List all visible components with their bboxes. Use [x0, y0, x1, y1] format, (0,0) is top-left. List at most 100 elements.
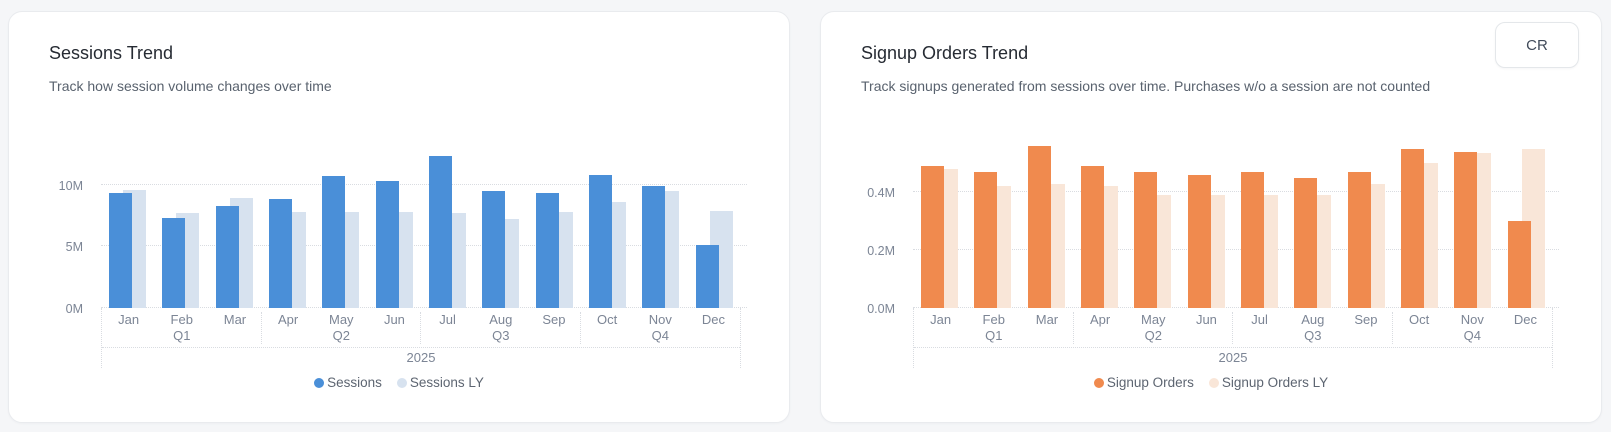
legend-item-sessions-ly[interactable]: Sessions LY [396, 375, 484, 391]
legend-item-signup-orders-ly[interactable]: Signup Orders LY [1208, 375, 1328, 390]
gridline [913, 306, 1559, 308]
bar-group-oct[interactable] [589, 142, 627, 308]
card-subtitle: Track how session volume changes over ti… [49, 77, 332, 94]
month-label: Feb [170, 311, 193, 327]
bar-sessions[interactable] [482, 190, 506, 308]
bar-sessions[interactable] [429, 156, 453, 308]
month-label: Nov [648, 311, 672, 327]
legend-item-sessions[interactable]: Sessions [314, 375, 382, 390]
bar-group-jun[interactable] [1187, 142, 1225, 308]
bar-signup-orders[interactable] [1507, 221, 1531, 308]
chart-legend: Signup Orders Signup Orders LY [861, 374, 1561, 392]
sessions-trend-card: Sessions Trend Track how session volume … [8, 11, 790, 423]
bar-group-nov[interactable] [1454, 142, 1492, 308]
quarter-label: Q3 [1304, 327, 1322, 343]
bar-signup-orders[interactable] [1294, 177, 1318, 308]
bar-group-dec[interactable] [695, 142, 733, 308]
bar-signup-orders[interactable] [1401, 148, 1425, 308]
bar-cell-sep [1340, 142, 1393, 308]
bar-sessions[interactable] [642, 185, 666, 308]
gridline [101, 245, 747, 247]
bar-signup-orders[interactable] [974, 172, 998, 308]
quarter-label [368, 328, 421, 344]
month-label: Sep [1354, 311, 1378, 327]
bar-cell-may [1126, 142, 1179, 308]
y-axis-labels: 0M 5M 10M [49, 142, 101, 316]
bar-signup-orders[interactable] [1454, 151, 1478, 308]
bar-group-apr[interactable] [269, 142, 307, 308]
bar-group-sep[interactable] [535, 142, 573, 308]
gridline [913, 248, 1559, 250]
legend-dot-icon [1208, 377, 1219, 388]
month-axis-cell-jan: Jan [914, 312, 967, 344]
bar-group-nov[interactable] [642, 142, 680, 308]
bar-signup-orders[interactable] [921, 166, 945, 308]
bar-cell-mar [208, 142, 261, 308]
bar-group-mar[interactable] [1027, 142, 1065, 308]
quarter-label [1233, 328, 1286, 344]
month-label: Apr [1089, 311, 1111, 327]
bar-sessions[interactable] [109, 193, 133, 308]
bar-group-jan[interactable] [921, 142, 959, 308]
card-subtitle: Track signups generated from sessions ov… [861, 77, 1431, 94]
bar-group-mar[interactable] [215, 142, 253, 308]
bar-group-feb[interactable] [974, 142, 1012, 308]
month-label: Apr [277, 311, 299, 327]
month-axis-cell-feb: Feb Q1 [967, 312, 1020, 344]
bar-cell-apr [1073, 142, 1126, 308]
month-axis-cell-dec: Dec [687, 312, 740, 344]
bar-cell-oct [1393, 142, 1446, 308]
quarter-label [262, 328, 315, 344]
bar-signup-orders[interactable] [1134, 172, 1158, 308]
quarter-label [581, 328, 634, 344]
quarter-label: Q4 [1463, 327, 1481, 343]
bar-sessions[interactable] [589, 174, 613, 308]
bar-sessions[interactable] [695, 244, 719, 308]
bar-group-oct[interactable] [1401, 142, 1439, 308]
quarter-label [1180, 328, 1233, 344]
bar-sessions[interactable] [322, 176, 346, 308]
bar-group-aug[interactable] [1294, 142, 1332, 308]
bar-group-may[interactable] [1134, 142, 1172, 308]
quarter-label [1339, 328, 1392, 344]
bar-signup-orders[interactable] [1027, 146, 1051, 308]
signup-orders-trend-card: CR Signup Orders Trend Track signups gen… [820, 11, 1602, 423]
bar-cell-jun [1180, 142, 1233, 308]
bar-signup-orders[interactable] [1081, 166, 1105, 308]
bar-sessions[interactable] [269, 199, 293, 308]
month-label: Feb [982, 311, 1005, 327]
bar-sessions[interactable] [215, 205, 239, 308]
signup-orders-trend-chart: 0.0M 0.2M 0.4M Jan Feb Q1 Mar Apr May Q2 Jun Jul Au… [861, 142, 1561, 392]
bar-group-jan[interactable] [109, 142, 147, 308]
bar-signup-orders[interactable] [1241, 172, 1265, 308]
bar-sessions[interactable] [375, 181, 399, 308]
legend-dot-icon [396, 377, 407, 388]
bar-cell-feb [154, 142, 207, 308]
bar-signup-orders[interactable] [1347, 172, 1371, 308]
quarter-label [102, 328, 155, 344]
bar-sessions[interactable] [162, 217, 186, 308]
legend-label: Sessions LY [409, 375, 484, 391]
y-axis-tick-label: 10M [58, 178, 83, 193]
legend-item-signup-orders[interactable]: Signup Orders [1093, 375, 1194, 390]
month-label: May [328, 311, 354, 327]
bar-group-sep[interactable] [1347, 142, 1385, 308]
bar-group-jul[interactable] [1241, 142, 1279, 308]
quarter-label: Q1 [985, 327, 1003, 343]
month-axis-cell-sep: Sep [527, 312, 580, 344]
y-axis-tick-label: 0.2M [867, 243, 895, 258]
cr-button[interactable]: CR [1495, 22, 1579, 68]
bar-signup-orders[interactable] [1187, 174, 1211, 308]
month-axis-cell-aug: Aug Q3 [474, 312, 527, 344]
bar-group-feb[interactable] [162, 142, 200, 308]
bar-group-may[interactable] [322, 142, 360, 308]
plot-area [913, 142, 1559, 308]
month-label: May [1140, 311, 1166, 327]
bar-sessions[interactable] [535, 193, 559, 308]
bar-group-dec[interactable] [1507, 142, 1545, 308]
bar-group-jun[interactable] [375, 142, 413, 308]
bar-cell-jul [421, 142, 474, 308]
bar-group-apr[interactable] [1081, 142, 1119, 308]
bar-group-aug[interactable] [482, 142, 520, 308]
bar-group-jul[interactable] [429, 142, 467, 308]
